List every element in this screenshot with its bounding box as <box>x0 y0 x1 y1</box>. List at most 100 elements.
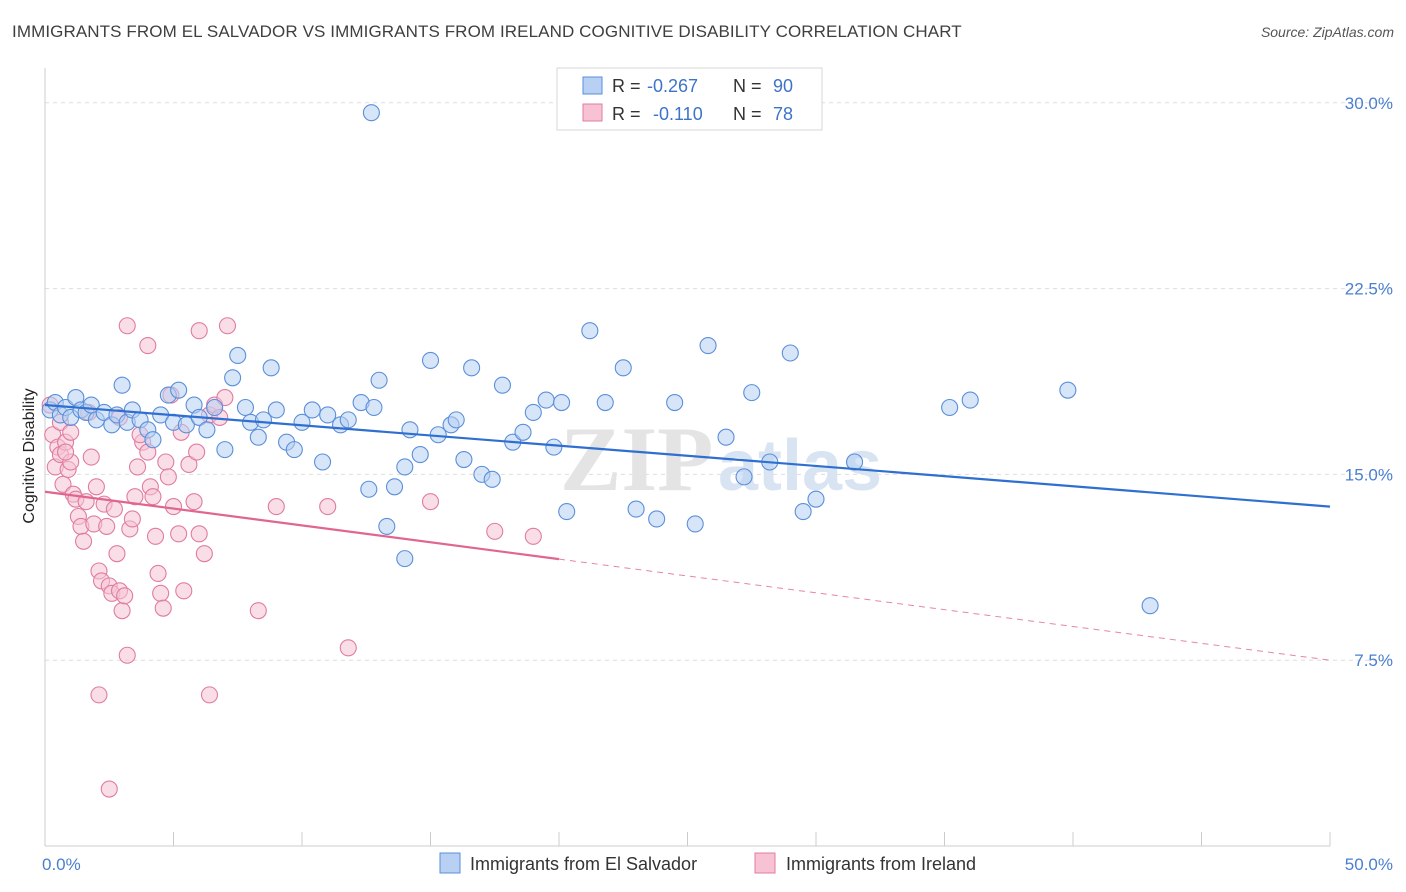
el-salvador-point-46 <box>360 480 378 498</box>
legend-box: R = -0.267 N = 90 R = -0.110 N = 78 <box>556 67 823 131</box>
el-salvador-point-80 <box>743 384 761 402</box>
el-salvador-point-64 <box>514 423 532 441</box>
ireland-point-28 <box>116 587 134 605</box>
y-tick-label-1: 15.0% <box>1345 465 1393 484</box>
ireland-point-5 <box>54 475 72 493</box>
el-salvador-point-65 <box>524 403 542 422</box>
el-salvador-point-69 <box>558 502 576 521</box>
trend-lines <box>44 403 1331 661</box>
bottom-legend-el-salvador: Immigrants from El Salvador <box>470 854 697 874</box>
el-salvador-point-42 <box>319 406 337 424</box>
ireland-point-31 <box>123 510 141 528</box>
el-salvador-point-50 <box>385 478 404 496</box>
ireland-point-25 <box>108 545 126 563</box>
ireland-point-13 <box>75 532 93 550</box>
el-salvador-point-83 <box>794 502 812 521</box>
ireland-point-24 <box>105 500 123 518</box>
ireland-point-68 <box>524 527 542 545</box>
ireland-point-59 <box>90 686 108 704</box>
ireland-point-67 <box>486 522 504 540</box>
el-salvador-point-22 <box>170 381 188 399</box>
ireland-point-55 <box>118 317 136 335</box>
el-salvador-point-49 <box>378 517 396 535</box>
el-salvador-point-13 <box>113 376 131 394</box>
el-salvador-point-38 <box>285 441 303 459</box>
ireland-point-33 <box>128 458 147 476</box>
y-axis-title: Cognitive Disability <box>21 388 38 523</box>
y-tick-label-0: 7.5% <box>1354 651 1393 670</box>
legend-r-value-1: -0.267 <box>647 76 698 96</box>
el-salvador-point-70 <box>581 322 599 340</box>
ireland-point-64 <box>319 498 337 516</box>
el-salvador-point-66 <box>537 391 555 409</box>
ireland-point-39 <box>149 564 167 583</box>
el-salvador-point-41 <box>314 453 332 471</box>
ireland-point-62 <box>249 602 267 620</box>
watermark-zip: ZIP <box>560 408 713 510</box>
el-salvador-point-28 <box>216 441 234 459</box>
axes <box>44 68 1331 847</box>
el-salvador-point-27 <box>206 398 224 417</box>
legend-n-label-2: N = <box>733 104 762 124</box>
ireland-point-58 <box>218 317 237 335</box>
el-salvador-point-74 <box>648 510 666 528</box>
trend-ireland-solid <box>44 490 560 561</box>
ireland-point-40 <box>152 584 170 602</box>
el-salvador-point-68 <box>553 393 571 412</box>
ireland-point-49 <box>190 525 208 543</box>
el-salvador-point-73 <box>627 500 645 518</box>
el-salvador-point-90 <box>362 104 380 122</box>
ireland-point-50 <box>195 545 213 563</box>
legend-n-value-2: 78 <box>773 104 793 124</box>
el-salvador-point-34 <box>254 411 273 429</box>
ireland-point-15 <box>82 448 100 466</box>
trend-el-salvador <box>44 403 1331 508</box>
ireland-point-48 <box>185 493 203 511</box>
bottom-legend: Immigrants from El Salvador Immigrants f… <box>439 852 976 874</box>
gridlines <box>45 102 1392 661</box>
ireland-point-73 <box>188 443 206 461</box>
legend-swatch-el-salvador <box>582 76 603 95</box>
bottom-legend-swatch-ireland <box>754 852 776 874</box>
bottom-legend-ireland: Immigrants from Ireland <box>786 854 976 874</box>
el-salvador-point-77 <box>699 337 717 355</box>
x-tick-labels: 0.0% 50.0% <box>42 855 1393 874</box>
ireland-point-60 <box>200 686 219 704</box>
series-el-salvador-points <box>41 104 1159 615</box>
legend-r-label-1: R = <box>612 76 641 96</box>
el-salvador-point-75 <box>666 393 684 412</box>
el-salvador-point-86 <box>941 398 959 417</box>
chart-title: IMMIGRANTS FROM EL SALVADOR VS IMMIGRANT… <box>12 22 962 41</box>
source-label: Source: ZipAtlas.com <box>1260 24 1394 40</box>
legend-r-label-2: R = <box>612 104 641 124</box>
y-tick-labels: 7.5% 15.0% 22.5% 30.0% <box>1345 94 1393 670</box>
ireland-point-43 <box>159 468 177 486</box>
el-salvador-point-40 <box>303 401 321 419</box>
ireland-point-32 <box>126 488 144 506</box>
el-salvador-point-67 <box>545 438 563 456</box>
el-salvador-point-18 <box>144 431 162 449</box>
ireland-point-27 <box>113 602 131 620</box>
ireland-point-61 <box>100 780 118 798</box>
el-salvador-point-72 <box>614 359 632 377</box>
ireland-point-46 <box>175 582 193 600</box>
ireland-point-63 <box>267 498 285 516</box>
ireland-point-47 <box>180 455 198 474</box>
el-salvador-point-87 <box>961 391 979 409</box>
bottom-legend-swatch-el-salvador <box>439 852 461 874</box>
el-salvador-point-59 <box>463 359 481 377</box>
el-salvador-point-88 <box>1059 381 1077 399</box>
el-salvador-point-71 <box>596 393 614 412</box>
el-salvador-point-48 <box>370 371 388 389</box>
trend-ireland-dashed <box>558 558 1331 661</box>
ireland-point-41 <box>154 599 172 617</box>
el-salvador-point-76 <box>686 515 704 533</box>
legend-n-label-1: N = <box>733 76 762 96</box>
el-salvador-point-57 <box>447 411 465 429</box>
ireland-point-29 <box>118 646 136 664</box>
el-salvador-point-89 <box>1141 597 1159 615</box>
ireland-point-77 <box>57 443 75 461</box>
ireland-point-66 <box>421 493 440 511</box>
ireland-point-37 <box>144 488 162 506</box>
